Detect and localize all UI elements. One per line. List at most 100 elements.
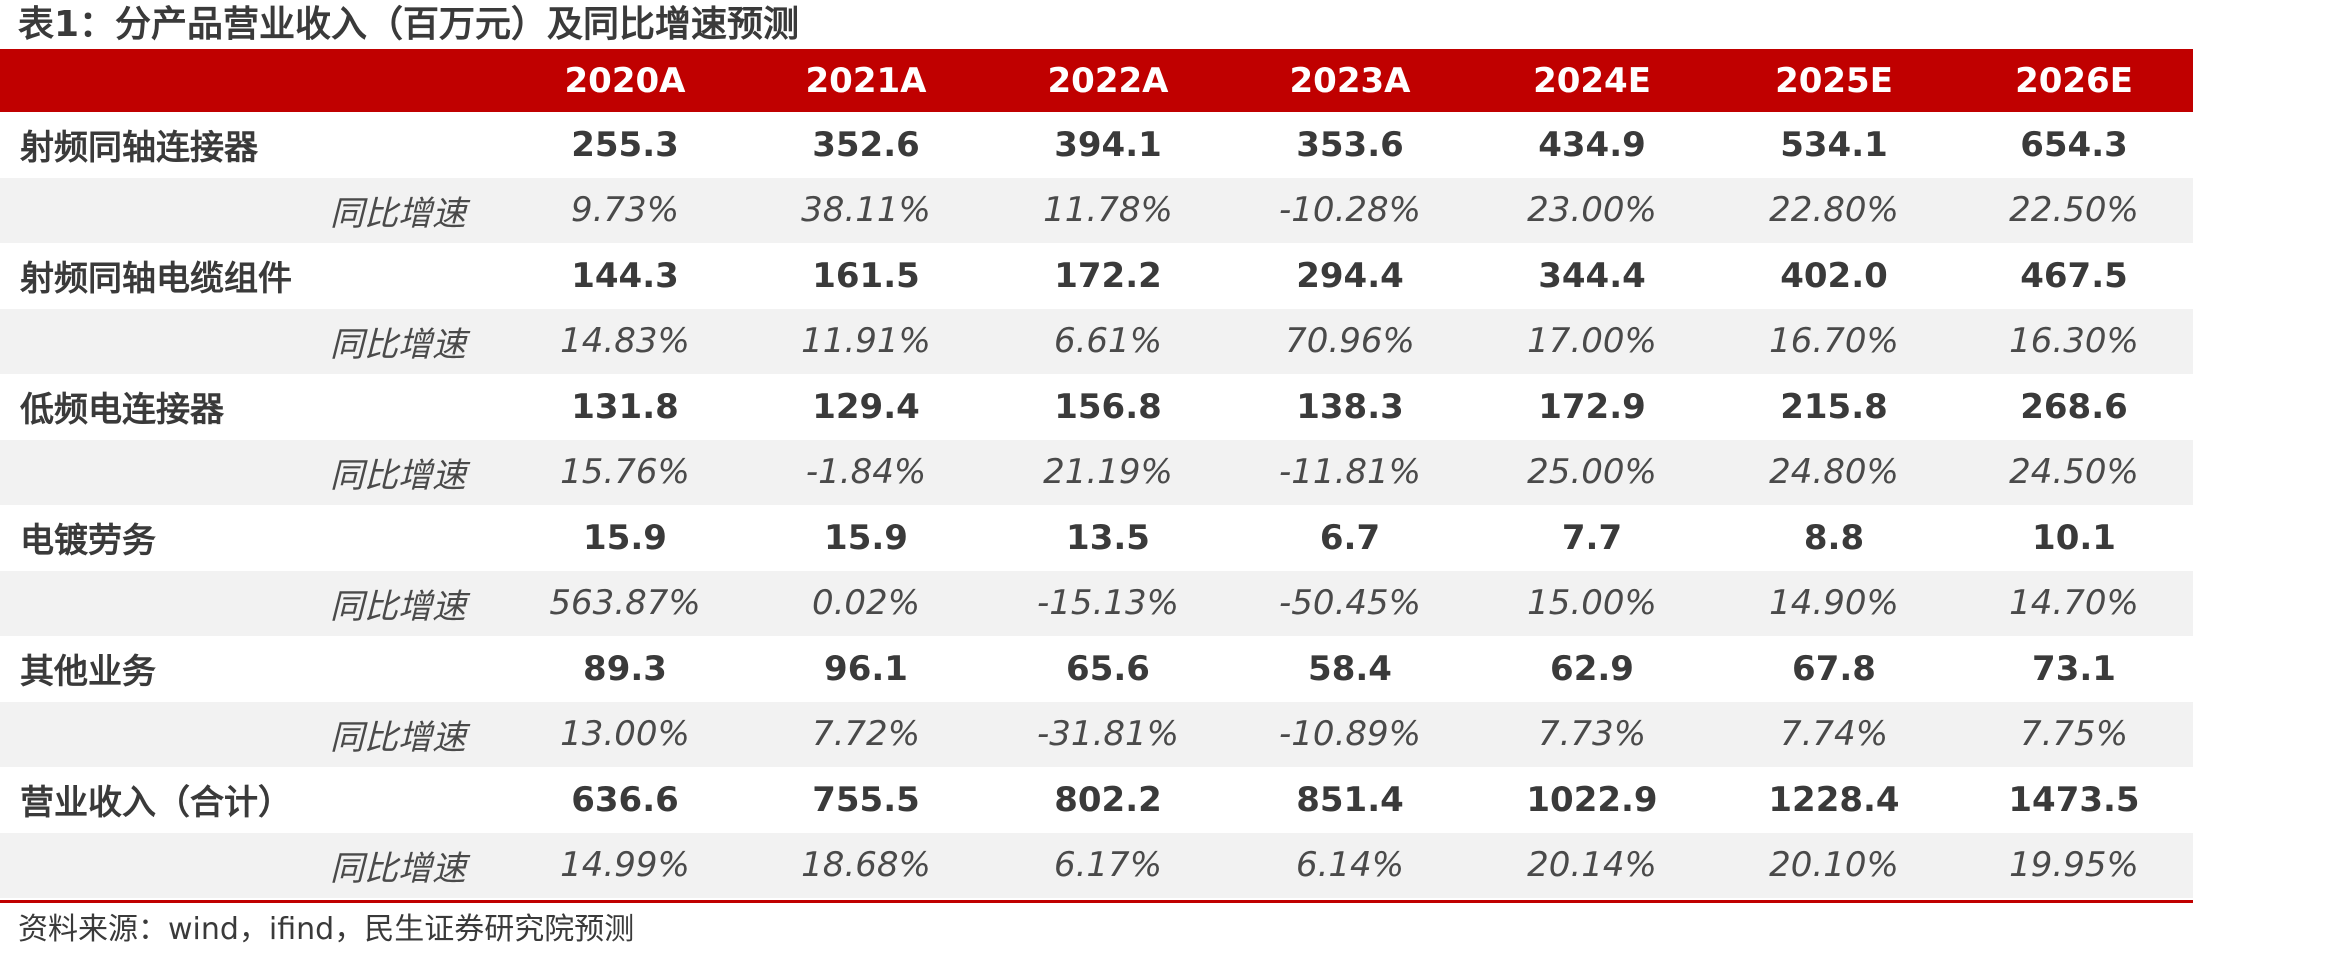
forecast-table: 2020A 2021A 2022A 2023A 2024E 2025E 2026…: [0, 49, 2193, 898]
table-header-row: 2020A 2021A 2022A 2023A 2024E 2025E 2026…: [0, 49, 2193, 112]
value-cell: 215.8: [1780, 386, 1888, 427]
growth-cell: 15.00%: [1527, 583, 1657, 624]
value-cell: 58.4: [1308, 648, 1392, 689]
value-cell: 156.8: [1054, 386, 1162, 427]
value-cell: 6.7: [1319, 517, 1381, 558]
column-header-2025e: 2025E: [1775, 60, 1893, 101]
table-row-low-freq-connector: 低频电连接器 131.8 129.4 156.8 138.3 172.9 215.8 268.…: [0, 374, 2193, 440]
column-header-2020a: 2020A: [564, 60, 686, 101]
growth-cell: 22.50%: [2009, 190, 2139, 231]
growth-cell: -10.28%: [1279, 190, 1421, 231]
value-cell: 161.5: [812, 255, 920, 296]
row-label: 低频电连接器: [20, 390, 224, 431]
growth-cell: -10.89%: [1279, 714, 1421, 755]
table-row-rf-connector-growth: 同比增速 9.73% 38.11% 11.78% -10.28% 23.00% 22.80%…: [0, 177, 2193, 243]
table-row-total-revenue: 营业收入（合计） 636.6 755.5 802.2 851.4 1022.9 1228.4…: [0, 767, 2193, 833]
value-cell: 96.1: [824, 648, 908, 689]
value-cell: 755.5: [812, 779, 920, 820]
table-title: 表1：分产品营业收入（百万元）及同比增速预测: [18, 4, 800, 45]
growth-cell: 15.76%: [560, 452, 690, 493]
value-cell: 255.3: [571, 124, 679, 165]
bottom-rule: [0, 900, 2193, 903]
table-row-plating-service: 电镀劳务 15.9 15.9 13.5 6.7 7.7 8.8 10.1: [0, 505, 2193, 571]
growth-cell: 21.19%: [1043, 452, 1173, 493]
table-row-total-revenue-growth: 同比增速 14.99% 18.68% 6.17% 6.14% 20.14% 20.10% 19…: [0, 832, 2193, 898]
row-label: 其他业务: [20, 652, 156, 693]
value-cell: 65.6: [1066, 648, 1150, 689]
value-cell: 402.0: [1780, 255, 1888, 296]
table-row-rf-cable-assembly-growth: 同比增速 14.83% 11.91% 6.61% 70.96% 17.00% 16.70% 1…: [0, 308, 2193, 374]
growth-cell: 20.14%: [1527, 845, 1657, 886]
growth-cell: 7.74%: [1779, 714, 1888, 755]
growth-cell: 7.75%: [2019, 714, 2128, 755]
growth-cell: 14.90%: [1769, 583, 1899, 624]
value-cell: 8.8: [1803, 517, 1865, 558]
growth-cell: 7.73%: [1537, 714, 1646, 755]
growth-cell: 6.61%: [1053, 321, 1162, 362]
growth-label: 同比增速: [330, 193, 466, 234]
value-cell: 89.3: [583, 648, 667, 689]
column-header-2024e: 2024E: [1533, 60, 1651, 101]
value-cell: 67.8: [1792, 648, 1876, 689]
value-cell: 534.1: [1780, 124, 1888, 165]
value-cell: 73.1: [2032, 648, 2116, 689]
table-body: 射频同轴连接器 255.3 352.6 394.1 353.6 434.9 534.1 654…: [0, 112, 2193, 898]
growth-cell: 14.83%: [560, 321, 690, 362]
growth-cell: 24.50%: [2009, 452, 2139, 493]
value-cell: 15.9: [824, 517, 908, 558]
column-header-2021a: 2021A: [805, 60, 927, 101]
growth-cell: 7.72%: [811, 714, 920, 755]
value-cell: 268.6: [2020, 386, 2128, 427]
value-cell: 434.9: [1538, 124, 1646, 165]
table-row-plating-service-growth: 同比增速 563.87% 0.02% -15.13% -50.45% 15.00% 14.9…: [0, 570, 2193, 636]
row-label: 射频同轴连接器: [20, 128, 258, 169]
growth-cell: 23.00%: [1527, 190, 1657, 231]
value-cell: 62.9: [1550, 648, 1634, 689]
value-cell: 13.5: [1066, 517, 1150, 558]
value-cell: 129.4: [812, 386, 920, 427]
row-label: 电镀劳务: [20, 521, 156, 562]
value-cell: 352.6: [812, 124, 920, 165]
value-cell: 1228.4: [1768, 779, 1900, 820]
growth-cell: 17.00%: [1527, 321, 1657, 362]
row-label: 射频同轴电缆组件: [20, 259, 292, 300]
value-cell: 172.9: [1538, 386, 1646, 427]
growth-label: 同比增速: [330, 586, 466, 627]
column-header-2022a: 2022A: [1047, 60, 1169, 101]
growth-cell: -50.45%: [1279, 583, 1421, 624]
growth-cell: 16.30%: [2009, 321, 2139, 362]
value-cell: 131.8: [571, 386, 679, 427]
growth-label: 同比增速: [330, 324, 466, 365]
growth-cell: 13.00%: [560, 714, 690, 755]
value-cell: 144.3: [571, 255, 679, 296]
growth-cell: 16.70%: [1769, 321, 1899, 362]
growth-cell: -31.81%: [1037, 714, 1179, 755]
growth-cell: 11.78%: [1043, 190, 1173, 231]
value-cell: 344.4: [1538, 255, 1646, 296]
growth-cell: -1.84%: [805, 452, 927, 493]
growth-cell: 22.80%: [1769, 190, 1899, 231]
row-label: 营业收入（合计）: [20, 783, 292, 824]
growth-cell: 70.96%: [1285, 321, 1415, 362]
value-cell: 636.6: [571, 779, 679, 820]
growth-cell: 19.95%: [2009, 845, 2139, 886]
table-row-rf-connector: 射频同轴连接器 255.3 352.6 394.1 353.6 434.9 534.1 654…: [0, 112, 2193, 178]
value-cell: 7.7: [1561, 517, 1623, 558]
growth-cell: 9.73%: [570, 190, 679, 231]
growth-cell: 6.14%: [1295, 845, 1404, 886]
growth-cell: 38.11%: [801, 190, 931, 231]
value-cell: 1473.5: [2008, 779, 2140, 820]
source-note: 资料来源：wind，ifind，民生证券研究院预测: [18, 912, 635, 947]
growth-cell: 14.99%: [560, 845, 690, 886]
value-cell: 394.1: [1054, 124, 1162, 165]
growth-label: 同比增速: [330, 455, 466, 496]
growth-cell: 25.00%: [1527, 452, 1657, 493]
table-row-other-business-growth: 同比增速 13.00% 7.72% -31.81% -10.89% 7.73% 7.74% 7…: [0, 701, 2193, 767]
growth-label: 同比增速: [330, 848, 466, 889]
value-cell: 172.2: [1054, 255, 1162, 296]
value-cell: 467.5: [2020, 255, 2128, 296]
value-cell: 851.4: [1296, 779, 1404, 820]
table-row-other-business: 其他业务 89.3 96.1 65.6 58.4 62.9 67.8 73.1: [0, 636, 2193, 702]
value-cell: 138.3: [1296, 386, 1404, 427]
value-cell: 353.6: [1296, 124, 1404, 165]
